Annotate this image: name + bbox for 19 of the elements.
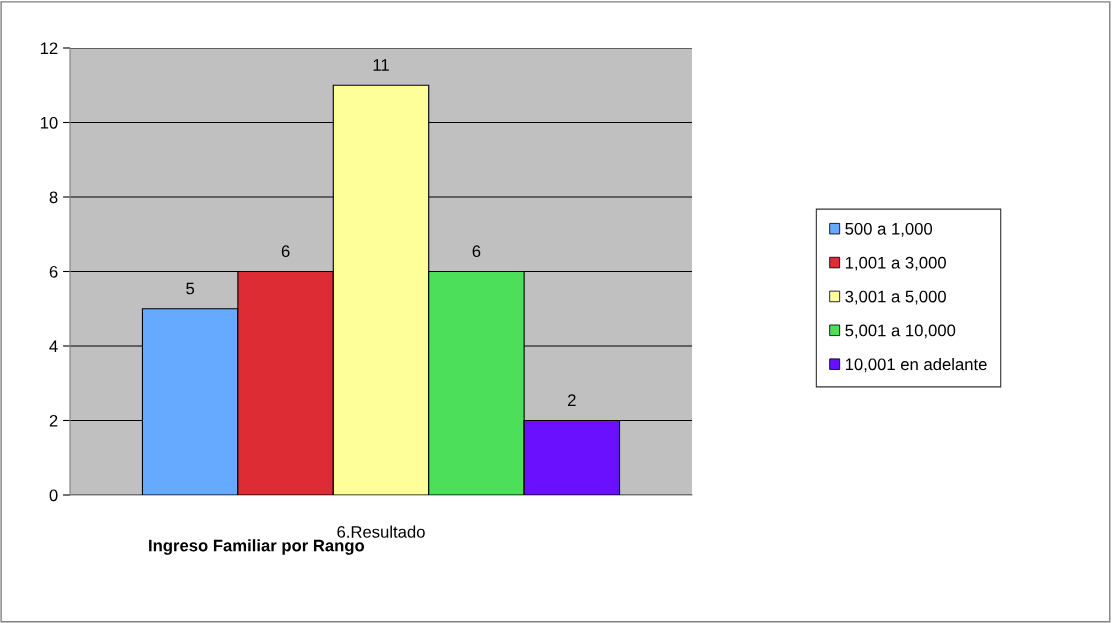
- legend-label: 5,001 a 10,000: [845, 324, 956, 339]
- y-tick-label: 4: [49, 340, 58, 353]
- legend-label: 500 a 1,000: [845, 222, 933, 237]
- x-tick-label: 6.Resultado: [337, 525, 425, 538]
- y-tick-label: 12: [40, 42, 58, 55]
- y-tick-label: 10: [40, 116, 58, 129]
- data-label: 2: [568, 394, 576, 406]
- legend-label: 10,001 en adelante: [845, 357, 987, 373]
- data-label: 6: [281, 245, 290, 258]
- data-label: 5: [186, 282, 195, 295]
- y-tick-label: 2: [49, 414, 58, 427]
- data-label: 6: [472, 245, 481, 258]
- data-label: 11: [373, 59, 389, 71]
- y-tick-label: 6: [49, 265, 58, 278]
- legend-label: 1,001 a 3,000: [845, 256, 946, 271]
- legend-label: 3,001 a 5,000: [845, 290, 946, 305]
- y-tick-label: 8: [49, 191, 58, 204]
- text: Ingreso Familiar por Rango: [149, 539, 365, 555]
- y-tick-label: 0: [49, 489, 58, 502]
